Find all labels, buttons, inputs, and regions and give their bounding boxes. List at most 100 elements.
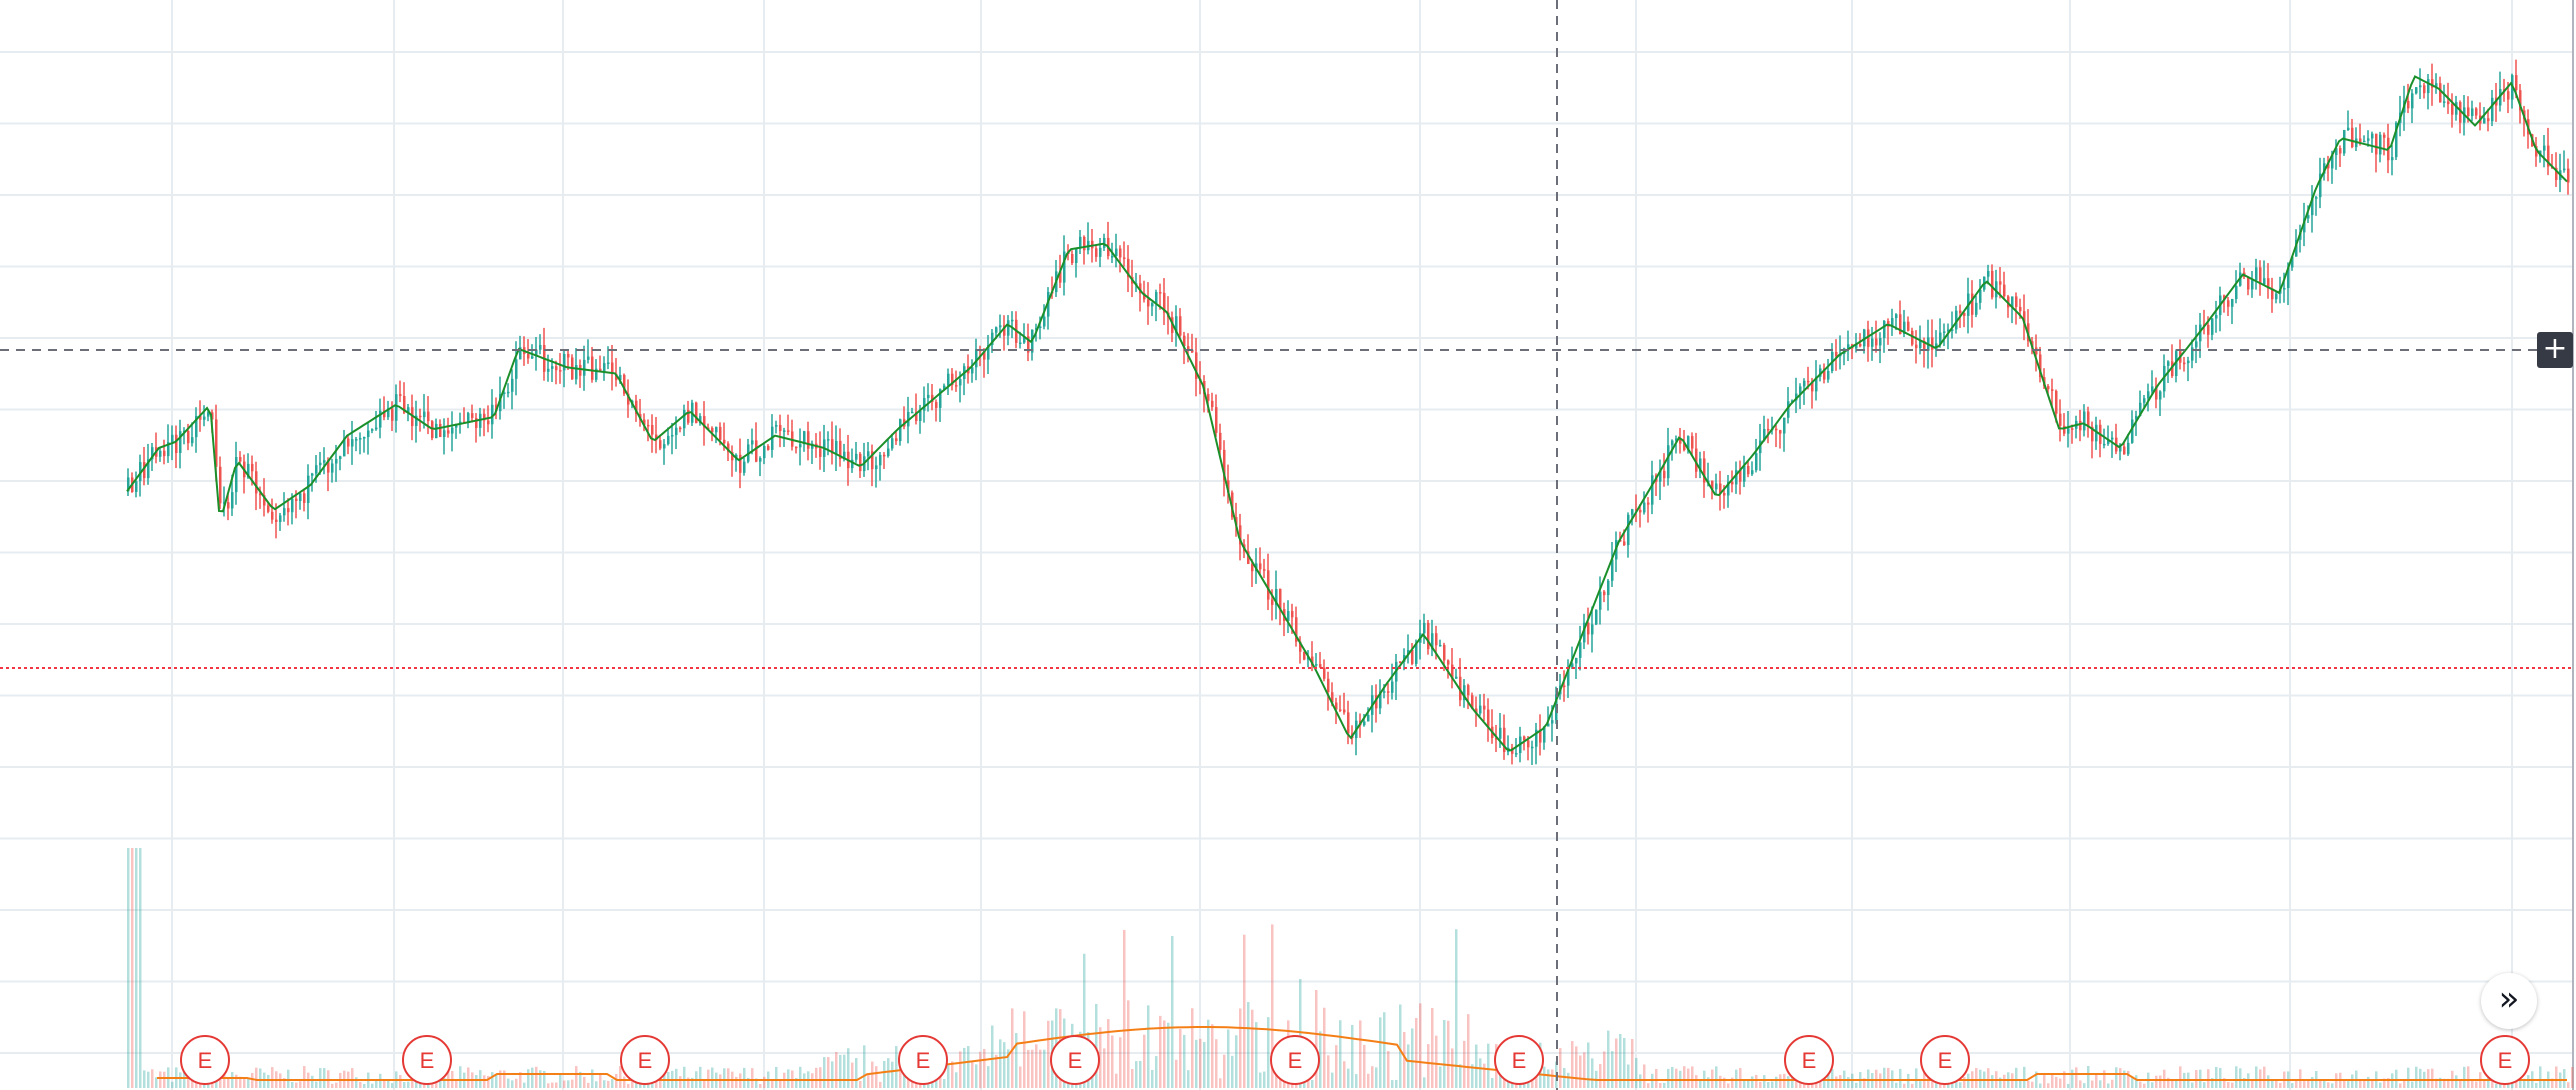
volume-bar: [2123, 1070, 2126, 1088]
candle-body: [2471, 108, 2474, 117]
candle-body: [2431, 79, 2434, 88]
candle-body: [2247, 276, 2250, 290]
volume-bar: [2055, 1076, 2058, 1088]
candle-body: [559, 370, 562, 372]
candle-body: [1583, 622, 1586, 643]
candle-body: [227, 502, 230, 509]
candle-body: [479, 413, 482, 428]
volume-bar: [1987, 1068, 1990, 1088]
volume-bar: [2279, 1082, 2282, 1088]
candle-body: [583, 359, 586, 376]
volume-bar: [1147, 1005, 1150, 1088]
volume-bar: [2263, 1066, 2266, 1088]
volume-bar: [1007, 1049, 1010, 1088]
candle-body: [127, 477, 130, 492]
candle-body: [2567, 168, 2570, 183]
volume-bar: [575, 1066, 578, 1088]
candle-body: [1879, 338, 1882, 346]
volume-bar: [2231, 1082, 2234, 1088]
volume-bar: [1855, 1082, 1858, 1088]
candle-body: [1923, 340, 1926, 351]
candle-body: [1643, 502, 1646, 513]
candle-body: [651, 425, 654, 435]
volume-bar: [1463, 1040, 1466, 1088]
candle-body: [1163, 292, 1166, 313]
candle-body: [235, 457, 238, 493]
candle-body: [1699, 458, 1702, 472]
volume-bar: [1203, 1042, 1206, 1088]
candle-body: [2447, 101, 2450, 105]
volume-bar: [2511, 1079, 2514, 1088]
volume-bar: [535, 1066, 538, 1088]
volume-bar: [1615, 1038, 1618, 1088]
candle-body: [2295, 239, 2298, 257]
volume-bar: [1175, 1059, 1178, 1088]
candle-body: [1095, 248, 1098, 257]
candle-body: [603, 363, 606, 372]
volume-bar: [1179, 1029, 1182, 1088]
candle-body: [2095, 424, 2098, 442]
volume-bar: [1299, 979, 1302, 1088]
candle-body: [1103, 237, 1106, 248]
candle-body: [531, 356, 534, 359]
volume-bar: [2243, 1078, 2246, 1088]
candle-body: [171, 434, 174, 443]
candle-body: [2263, 278, 2266, 285]
candle-body: [947, 373, 950, 386]
crosshair-add-button[interactable]: +: [2537, 332, 2573, 368]
volume-bar: [1439, 1066, 1442, 1088]
volume-bar: [867, 1074, 870, 1088]
candle-body: [843, 451, 846, 460]
candle-body: [975, 349, 978, 368]
candle-body: [2283, 288, 2286, 290]
volume-bar: [1251, 1009, 1254, 1088]
candle-body: [2507, 91, 2510, 100]
candle-body: [203, 416, 206, 420]
volume-bar: [1715, 1066, 1718, 1088]
volume-bar: [1095, 1003, 1098, 1088]
candle-body: [1251, 563, 1254, 572]
candle-body: [2303, 218, 2306, 233]
volume-bar: [863, 1045, 866, 1088]
candle-body: [1139, 283, 1142, 294]
volume-bar: [1483, 1063, 1486, 1088]
candle-body: [2351, 127, 2354, 148]
candle-body: [1111, 256, 1114, 258]
candle-body: [359, 438, 362, 440]
scroll-to-realtime-button[interactable]: »: [2481, 973, 2537, 1029]
candle-body: [255, 471, 258, 494]
volume-bar: [851, 1062, 854, 1088]
candle-body: [1523, 736, 1526, 741]
volume-bar: [303, 1066, 306, 1088]
candle-body: [2375, 133, 2378, 155]
earnings-marker: [1270, 1035, 1320, 1085]
candle-body: [1599, 591, 1602, 610]
candle-body: [315, 465, 318, 474]
candle-body: [395, 394, 398, 421]
volume-bar: [2151, 1082, 2154, 1088]
candle-body: [167, 442, 170, 457]
candle-body: [1463, 685, 1466, 701]
earnings-marker: [1784, 1035, 1834, 1085]
volume-bar: [1955, 1081, 1958, 1088]
volume-bar: [323, 1068, 326, 1088]
candle-body: [2291, 256, 2294, 268]
candle-body: [443, 430, 446, 438]
candle-body: [2171, 361, 2174, 377]
candle-body: [1543, 726, 1546, 743]
candle-body: [2259, 267, 2262, 285]
candle-body: [555, 366, 558, 371]
volume-bar: [1735, 1069, 1738, 1088]
candle-body: [135, 481, 138, 493]
candle-body: [1875, 338, 1878, 346]
candle-body: [475, 418, 478, 428]
candle-body: [439, 423, 442, 438]
volume-bar: [319, 1068, 322, 1088]
candle-body: [307, 475, 310, 503]
volume-bar: [299, 1081, 302, 1088]
volume-bar: [2427, 1069, 2430, 1088]
volume-bar: [2087, 1066, 2090, 1088]
volume-bar: [975, 1064, 978, 1088]
